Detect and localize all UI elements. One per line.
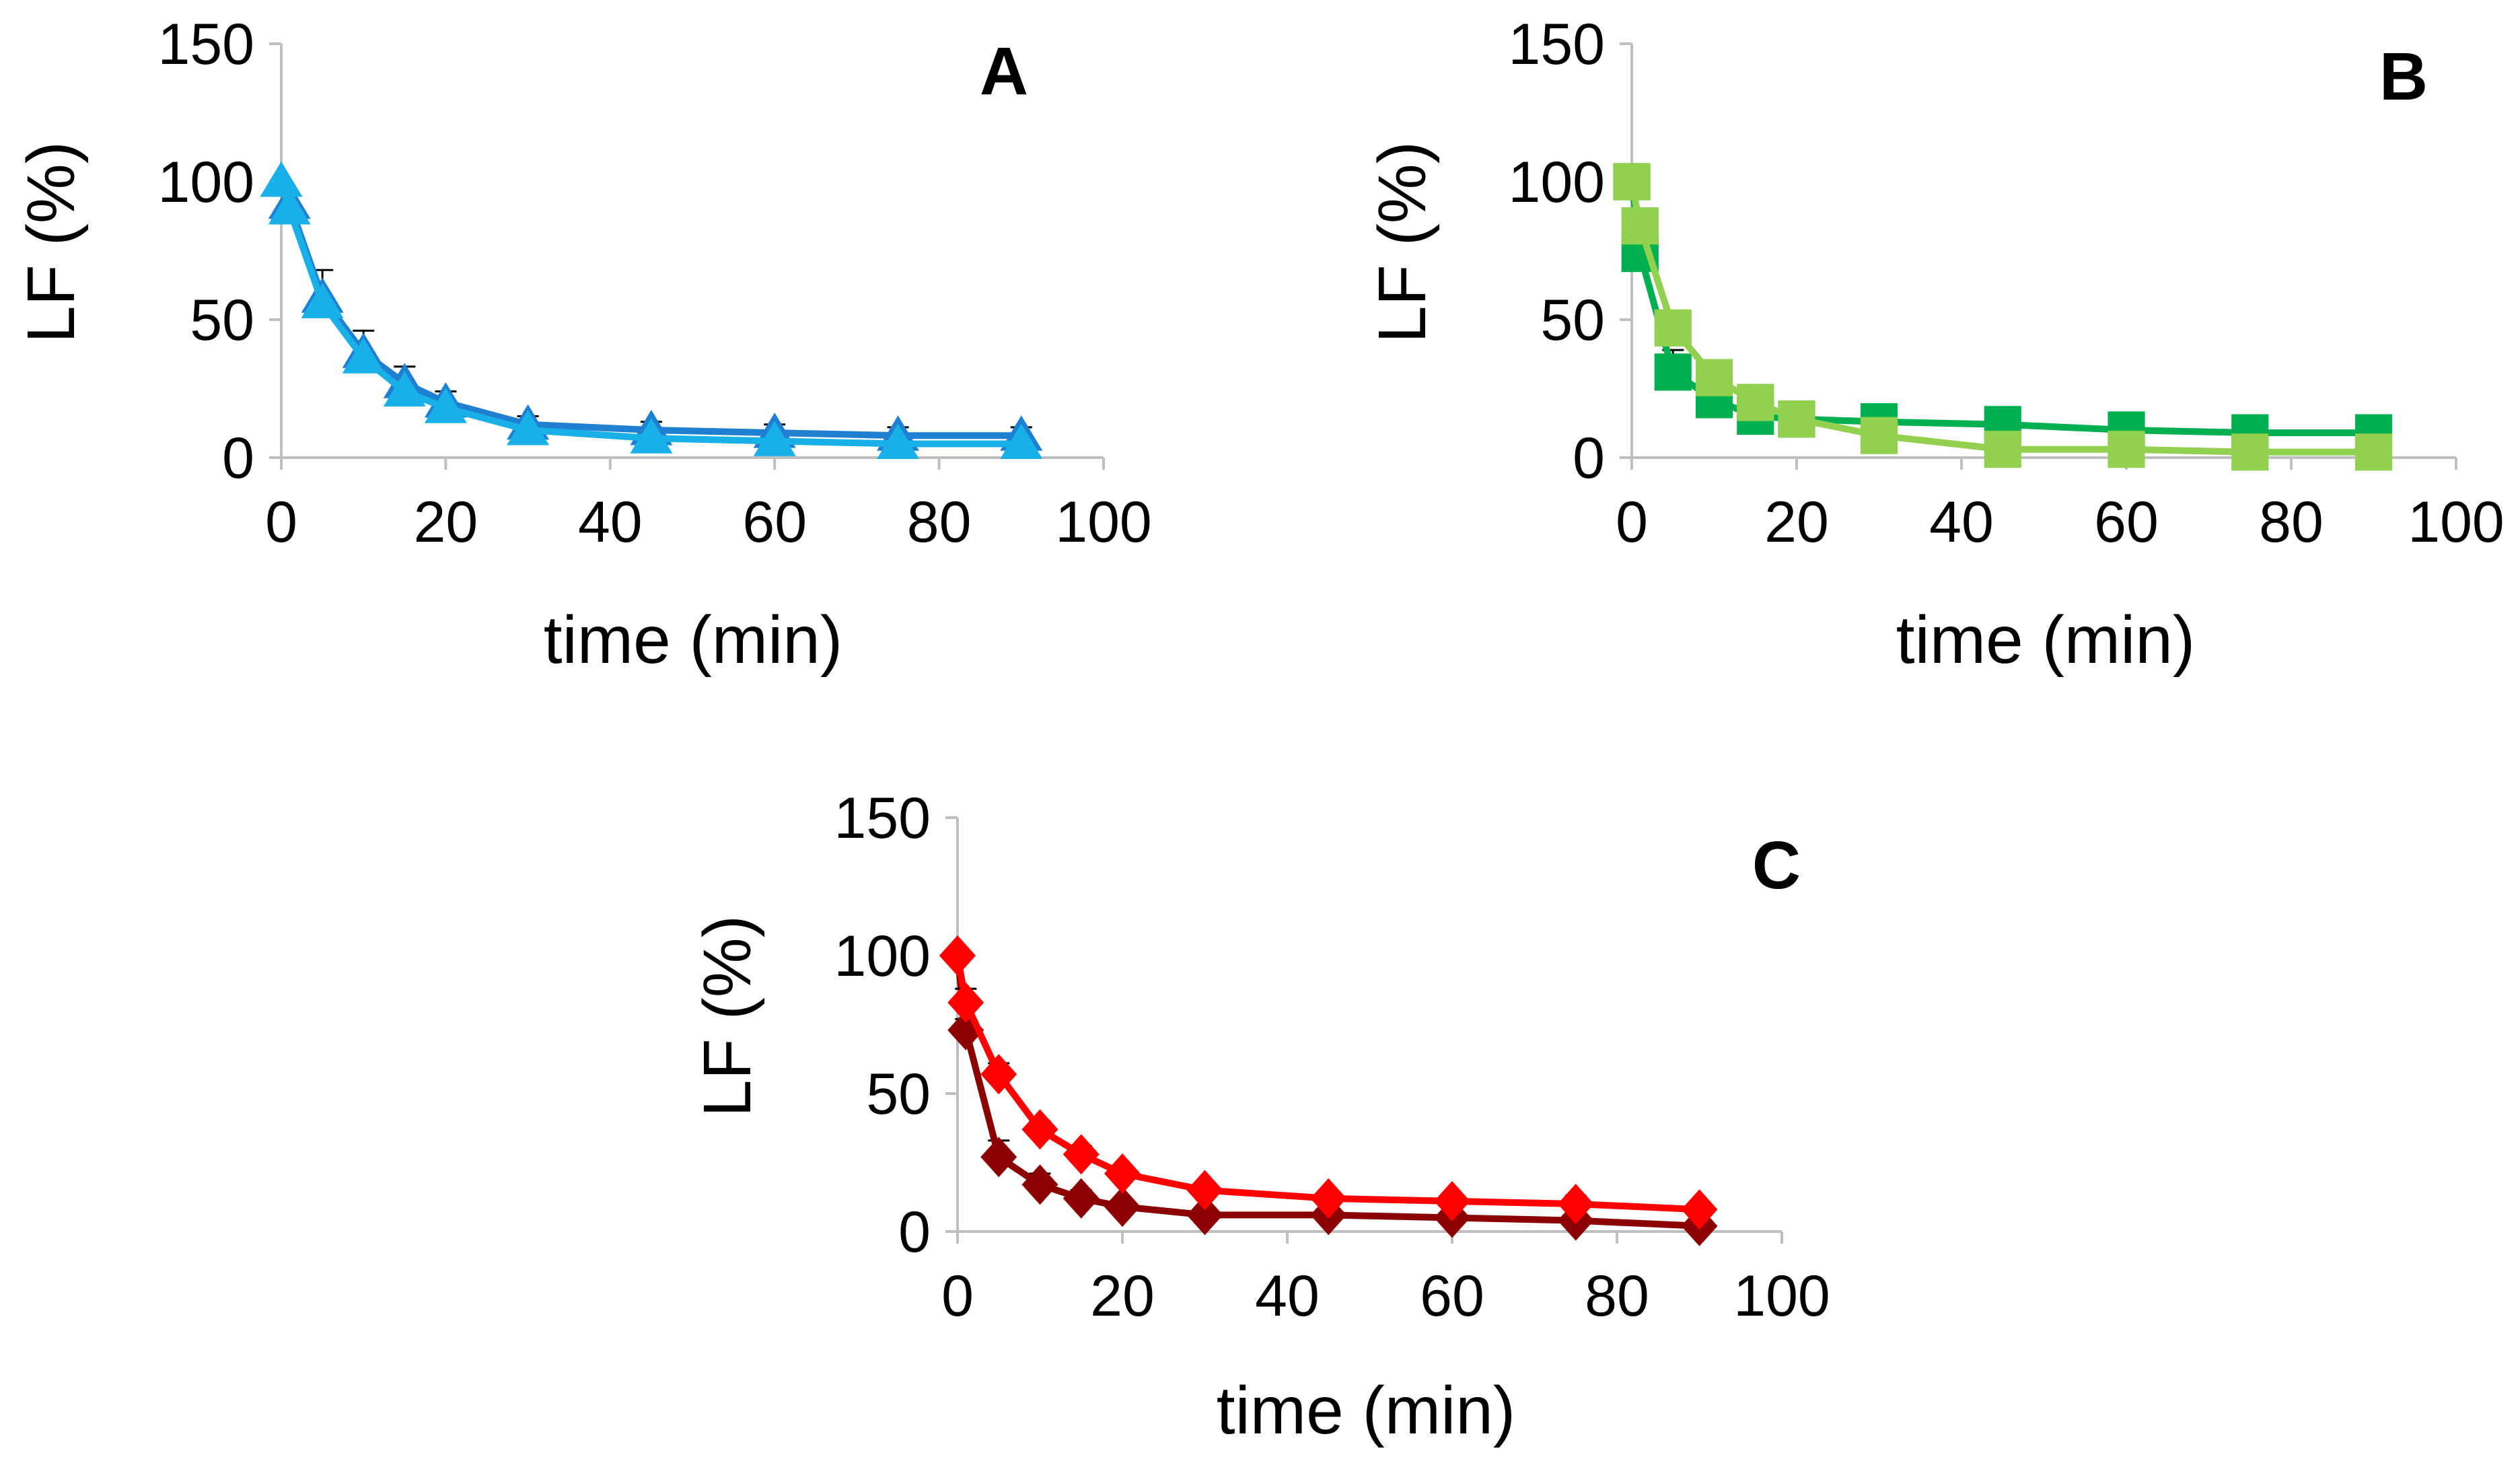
data-point [1613, 163, 1651, 201]
x-tick-label-a: 60 [742, 490, 807, 555]
data-point [424, 388, 467, 423]
x-tick-label-c: 20 [1090, 1264, 1155, 1328]
x-tick-label-a: 80 [907, 490, 972, 555]
data-point [1104, 1153, 1141, 1194]
y-tick-label-a: 50 [190, 288, 254, 353]
data-point [1186, 1170, 1223, 1211]
y-tick-label-c: 150 [834, 786, 931, 851]
y-tick-label-b: 150 [1509, 12, 1606, 77]
data-point [939, 935, 976, 976]
series-c-2 [939, 935, 1718, 1230]
data-point [1778, 400, 1815, 438]
y-tick-label-a: 150 [158, 12, 255, 77]
data-point [1186, 1195, 1223, 1236]
x-tick-label-b: 40 [1929, 490, 1994, 555]
x-tick-label-b: 100 [2408, 490, 2505, 555]
x-tick-label-c: 80 [1585, 1264, 1649, 1328]
data-point [383, 371, 426, 407]
series-a-1 [260, 162, 1043, 451]
x-tick-label-a: 0 [265, 490, 297, 555]
series-a-2 [260, 162, 1043, 459]
data-point [980, 1137, 1017, 1178]
chart-panel-a: A time (min) LF (%) 0 50 100 150 0 20 40 60 80 10… [13, 12, 1152, 678]
y-axis-label-c: LF (%) [690, 915, 765, 1117]
data-point [507, 410, 550, 446]
data-point [1021, 1109, 1058, 1150]
x-tick-label-b: 80 [2259, 490, 2324, 555]
x-axis-label-c: time (min) [1217, 1373, 1515, 1448]
y-tick-label-c: 0 [898, 1200, 931, 1265]
panel-label-b: B [2379, 39, 2428, 114]
series-b-2 [1613, 163, 2393, 471]
series-b-1 [1613, 163, 2393, 452]
y-tick-label-a: 0 [222, 426, 254, 491]
data-point [947, 982, 984, 1023]
x-tick-label-c: 40 [1255, 1264, 1320, 1328]
x-axis-label-a: time (min) [544, 602, 842, 678]
data-point [1695, 359, 1733, 396]
panel-label-c: C [1752, 828, 1801, 903]
data-point [1000, 423, 1043, 459]
x-tick-label-b: 0 [1616, 490, 1648, 555]
data-point [1021, 1164, 1058, 1205]
data-point [1063, 1178, 1100, 1219]
data-point [1860, 417, 1898, 454]
data-point [1984, 431, 2021, 468]
chart-panel-b: B time (min) LF (%) 0 50 100 150 0 20 40 60 80 10… [1365, 12, 2505, 678]
data-point [2354, 433, 2393, 471]
y-tick-label-b: 100 [1509, 150, 1606, 215]
data-point [1681, 1189, 1718, 1230]
data-point [877, 423, 919, 459]
x-tick-label-c: 60 [1420, 1264, 1484, 1328]
data-point [1654, 309, 1692, 347]
y-tick-label-b: 50 [1540, 288, 1605, 353]
data-point [1737, 384, 1774, 421]
data-point [753, 421, 796, 456]
x-tick-label-c: 0 [941, 1264, 974, 1328]
chart-panel-c: C time (min) LF (%) 0 50 100 150 0 20 40 60 80 10… [690, 786, 1830, 1448]
x-tick-label-b: 20 [1764, 490, 1829, 555]
data-point [1557, 1184, 1594, 1224]
data-point [1621, 207, 1659, 245]
y-tick-label-c: 100 [834, 924, 931, 989]
x-tick-label-c: 100 [1733, 1264, 1830, 1328]
y-tick-label-c: 50 [866, 1062, 931, 1127]
data-point [1434, 1180, 1470, 1221]
y-tick-label-a: 100 [158, 150, 255, 215]
data-point [260, 162, 303, 197]
data-point [342, 338, 385, 373]
x-axis-label-b: time (min) [1896, 602, 2195, 678]
x-tick-label-a: 40 [578, 490, 643, 555]
y-tick-label-b: 0 [1573, 426, 1605, 491]
y-axis-label-b: LF (%) [1365, 141, 1440, 343]
panel-label-a: A [980, 34, 1028, 109]
data-point [2231, 433, 2269, 471]
x-tick-label-a: 20 [414, 490, 478, 555]
data-point [301, 283, 344, 318]
data-point [268, 189, 311, 225]
data-point [1654, 353, 1692, 391]
x-tick-label-b: 60 [2094, 490, 2159, 555]
data-point [980, 1054, 1017, 1095]
series-line [954, 955, 1700, 1213]
data-point [1063, 1134, 1100, 1175]
data-point [1104, 1186, 1141, 1227]
data-point [630, 418, 673, 454]
y-axis-label-a: LF (%) [13, 141, 89, 343]
data-point [2108, 431, 2145, 468]
x-tick-label-a: 100 [1055, 490, 1152, 555]
data-point [1310, 1178, 1347, 1219]
